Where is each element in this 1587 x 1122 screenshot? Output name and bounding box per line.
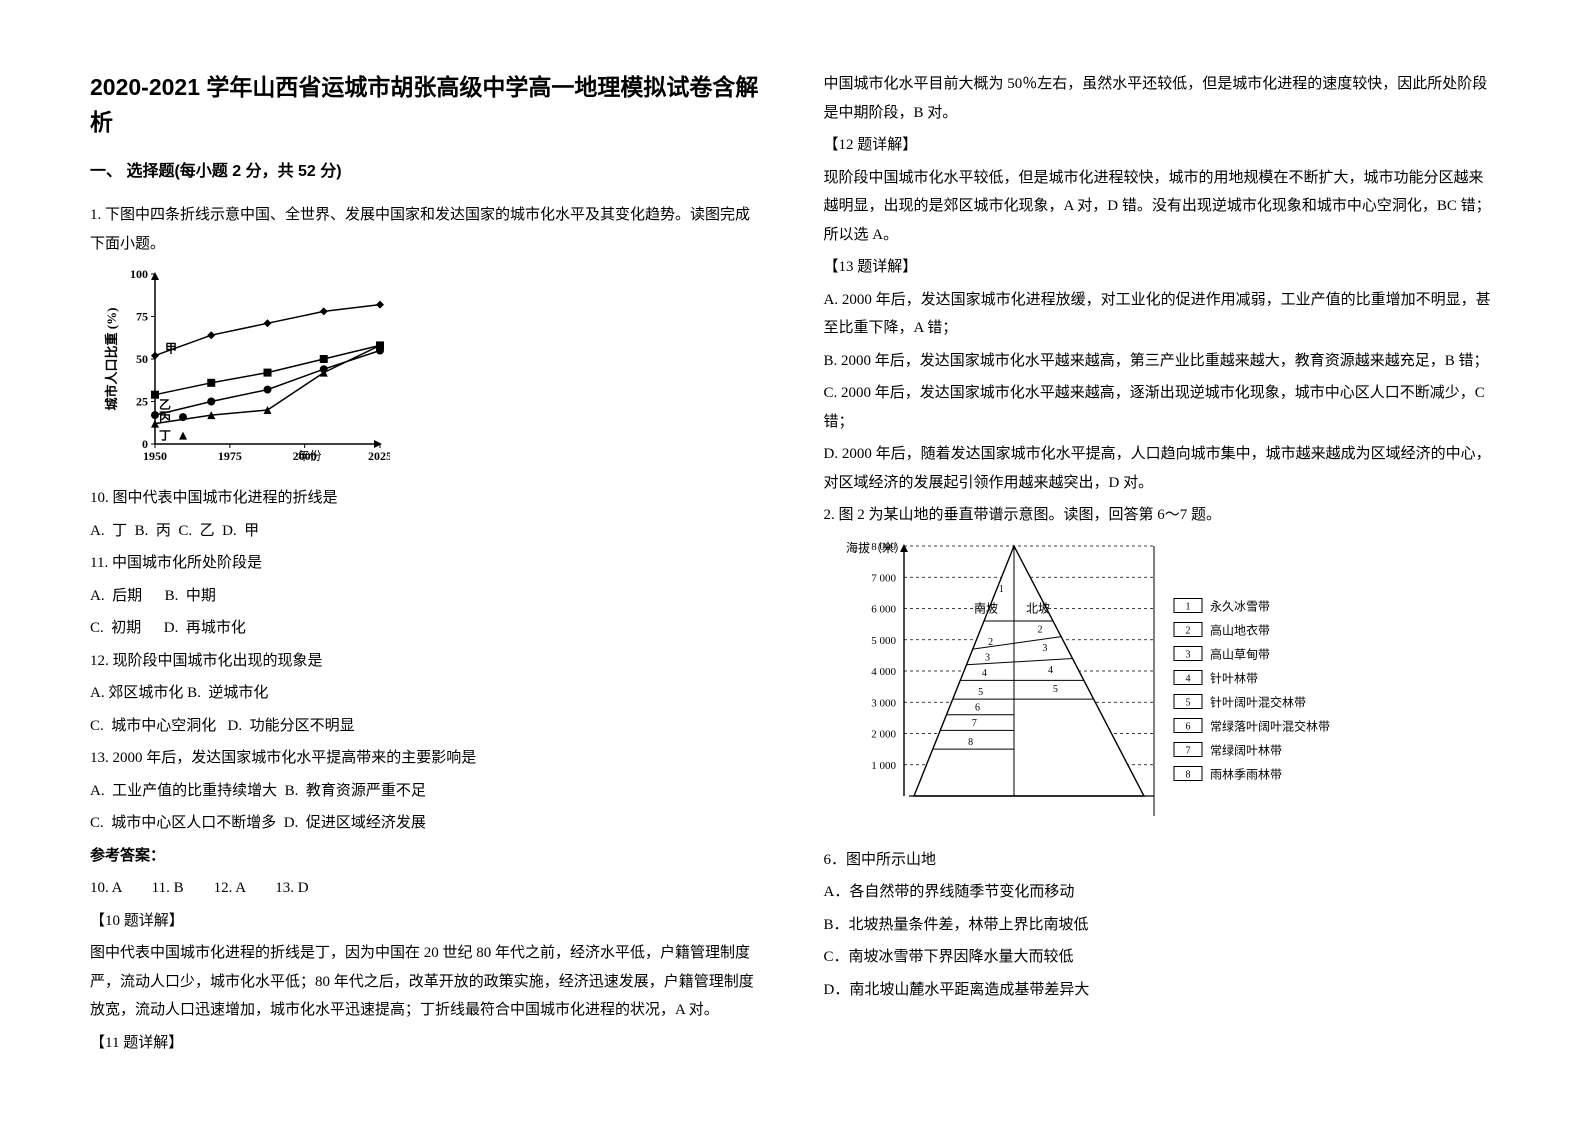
svg-text:1975: 1975 xyxy=(218,449,242,463)
svg-text:7 000: 7 000 xyxy=(871,572,896,584)
svg-text:25: 25 xyxy=(136,395,148,409)
exp13-d: D. 2000 年后，随着发达国家城市化水平提高，人口趋向城市集中，城市越来越成… xyxy=(824,440,1498,497)
svg-text:1950: 1950 xyxy=(143,449,167,463)
q13-a: A. 工业产值的比重持续增大 B. 教育资源严重不足 xyxy=(90,777,764,806)
section-head: 一、 选择题(每小题 2 分，共 52 分) xyxy=(90,157,764,187)
exp13-b: B. 2000 年后，发达国家城市化水平越来越高，第三产业比重越来越大，教育资源… xyxy=(824,347,1498,376)
svg-text:高山草甸带: 高山草甸带 xyxy=(1210,646,1270,661)
exp12-body: 现阶段中国城市化水平较低，但是城市化进程较快，城市的用地规模在不断扩大，城市功能… xyxy=(824,164,1498,250)
svg-text:5: 5 xyxy=(978,686,983,697)
svg-text:75: 75 xyxy=(136,310,148,324)
svg-text:8: 8 xyxy=(968,736,973,747)
svg-text:2: 2 xyxy=(988,636,993,647)
q12: 12. 现阶段中国城市化出现的现象是 xyxy=(90,647,764,676)
q12-b: C. 城市中心空洞化 D. 功能分区不明显 xyxy=(90,712,764,741)
svg-text:城市人口比重 (%): 城市人口比重 (%) xyxy=(104,308,119,411)
exp10-head: 【10 题详解】 xyxy=(90,907,764,936)
svg-text:4: 4 xyxy=(981,668,986,679)
exp10-body: 图中代表中国城市化进程的折线是丁，因为中国在 20 世纪 80 年代之前，经济水… xyxy=(90,939,764,1025)
svg-text:8: 8 xyxy=(1185,769,1190,780)
svg-text:南坡: 南坡 xyxy=(974,600,998,615)
q13-b: C. 城市中心区人口不断增多 D. 促进区域经济发展 xyxy=(90,809,764,838)
q6: 6．图中所示山地 xyxy=(824,846,1498,875)
left-column: 2020-2021 学年山西省运城市胡张高级中学高一地理模拟试卷含解析 一、 选… xyxy=(90,70,764,1052)
svg-text:2025: 2025 xyxy=(368,449,390,463)
answers-row: 10. A 11. B 12. A 13. D xyxy=(90,874,764,903)
svg-text:3: 3 xyxy=(985,652,990,663)
svg-text:100: 100 xyxy=(130,267,148,281)
svg-text:丁: 丁 xyxy=(159,429,171,443)
svg-text:5: 5 xyxy=(1052,683,1057,694)
svg-text:2 000: 2 000 xyxy=(871,728,896,740)
svg-text:2: 2 xyxy=(1185,625,1190,636)
q11-a: A. 后期 B. 中期 xyxy=(90,582,764,611)
svg-text:常绿落叶阔叶混交林带: 常绿落叶阔叶混交林带 xyxy=(1210,718,1330,733)
svg-text:甲: 甲 xyxy=(165,342,177,356)
svg-text:1: 1 xyxy=(1185,601,1190,612)
doc-title: 2020-2021 学年山西省运城市胡张高级中学高一地理模拟试卷含解析 xyxy=(90,70,764,139)
q13: 13. 2000 年后，发达国家城市化水平提高带来的主要影响是 xyxy=(90,744,764,773)
exp12-head: 【12 题详解】 xyxy=(824,131,1498,160)
svg-text:4 000: 4 000 xyxy=(871,666,896,678)
chart1-svg: 02550751001950197520002025年份城市人口比重 (%)甲乙… xyxy=(100,264,390,474)
svg-text:针叶阔叶混交林带: 针叶阔叶混交林带 xyxy=(1210,694,1306,709)
svg-text:5: 5 xyxy=(1185,697,1190,708)
right-column: 中国城市化水平目前大概为 50％左右，虽然水平还较低，但是城市化进程的速度较快，… xyxy=(824,70,1498,1052)
svg-text:5 000: 5 000 xyxy=(871,634,896,646)
svg-text:针叶林带: 针叶林带 xyxy=(1210,670,1258,685)
svg-text:常绿阔叶林带: 常绿阔叶林带 xyxy=(1210,742,1282,757)
svg-text:6: 6 xyxy=(1185,721,1190,732)
svg-text:永久冰雪带: 永久冰雪带 xyxy=(1210,599,1270,613)
svg-text:3 000: 3 000 xyxy=(871,697,896,709)
q6-b: B．北坡热量条件差，林带上界比南坡低 xyxy=(824,911,1498,940)
svg-text:4: 4 xyxy=(1048,665,1053,676)
svg-text:4: 4 xyxy=(1185,673,1190,684)
svg-text:北坡: 北坡 xyxy=(1026,601,1050,615)
svg-text:雨林季雨林带: 雨林季雨林带 xyxy=(1210,767,1282,781)
q11: 11. 中国城市化所处阶段是 xyxy=(90,549,764,578)
svg-text:1: 1 xyxy=(998,583,1003,594)
chart2-svg: 海拔（米）1 0002 0003 0004 0005 0006 0007 000… xyxy=(834,536,1374,836)
svg-text:7: 7 xyxy=(971,718,976,729)
q10: 10. 图中代表中国城市化进程的折线是 xyxy=(90,484,764,513)
q12-a: A. 郊区城市化 B. 逆城市化 xyxy=(90,679,764,708)
q6-d: D．南北坡山麓水平距离造成基带差异大 xyxy=(824,976,1498,1005)
svg-text:丙: 丙 xyxy=(159,410,171,424)
q2-intro: 2. 图 2 为某山地的垂直带谱示意图。读图，回答第 6～7 题。 xyxy=(824,501,1498,530)
q1-intro: 1. 下图中四条折线示意中国、全世界、发展中国家和发达国家的城市化水平及其变化趋… xyxy=(90,201,764,258)
svg-text:8 000: 8 000 xyxy=(871,541,896,553)
svg-text:2: 2 xyxy=(1037,624,1042,635)
exp11-body: 中国城市化水平目前大概为 50％左右，虽然水平还较低，但是城市化进程的速度较快，… xyxy=(824,70,1498,127)
svg-text:3: 3 xyxy=(1042,643,1047,654)
exp11-head: 【11 题详解】 xyxy=(90,1029,764,1058)
chart-mountain: 海拔（米）1 0002 0003 0004 0005 0006 0007 000… xyxy=(834,536,1498,836)
svg-text:年份: 年份 xyxy=(298,449,322,463)
q11-b: C. 初期 D. 再城市化 xyxy=(90,614,764,643)
q10-opts: A. 丁 B. 丙 C. 乙 D. 甲 xyxy=(90,517,764,546)
svg-text:6: 6 xyxy=(975,702,980,713)
q6-c: C．南坡冰雪带下界因降水量大而较低 xyxy=(824,943,1498,972)
exp13-c: C. 2000 年后，发达国家城市化水平越来越高，逐渐出现逆城市化现象，城市中心… xyxy=(824,379,1498,436)
q6-a: A．各自然带的界线随季节变化而移动 xyxy=(824,878,1498,907)
svg-text:3: 3 xyxy=(1185,649,1190,660)
exp13-a: A. 2000 年后，发达国家城市化进程放缓，对工业化的促进作用减弱，工业产值的… xyxy=(824,286,1498,343)
svg-text:6 000: 6 000 xyxy=(871,603,896,615)
chart-urbanization: 02550751001950197520002025年份城市人口比重 (%)甲乙… xyxy=(100,264,764,474)
svg-text:高山地衣带: 高山地衣带 xyxy=(1210,622,1270,637)
exp13-head: 【13 题详解】 xyxy=(824,253,1498,282)
svg-text:50: 50 xyxy=(136,352,148,366)
answers-head: 参考答案： xyxy=(90,842,764,871)
svg-text:1 000: 1 000 xyxy=(871,759,896,771)
svg-text:7: 7 xyxy=(1185,745,1190,756)
